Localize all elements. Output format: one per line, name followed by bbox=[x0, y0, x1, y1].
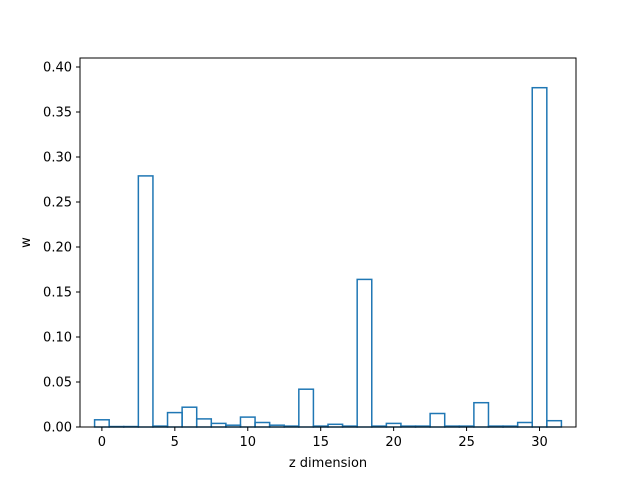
x-axis-label: z dimension bbox=[289, 456, 367, 471]
plot-frame bbox=[79, 57, 577, 428]
x-tick-label: 25 bbox=[458, 435, 475, 450]
x-tick-label: 5 bbox=[171, 435, 179, 450]
x-axis-ticks: 0 5 10 15 20 25 30 bbox=[98, 427, 548, 450]
y-tick-label: 0.40 bbox=[43, 61, 72, 76]
y-tick-label: 0.20 bbox=[43, 241, 72, 256]
y-tick-label: 0.15 bbox=[43, 286, 72, 301]
y-tick-label: 0.30 bbox=[43, 151, 72, 166]
y-axis-label: w bbox=[19, 237, 34, 248]
x-tick-label: 0 bbox=[98, 435, 106, 450]
y-axis-ticks: 0.00 0.05 0.10 0.15 0.20 0.25 0.30 0.35 0.40 bbox=[43, 61, 80, 436]
y-tick-label: 0.05 bbox=[43, 376, 72, 391]
y-tick-label: 0.00 bbox=[43, 421, 72, 436]
y-tick-label: 0.10 bbox=[43, 331, 72, 346]
y-tick-label: 0.25 bbox=[43, 196, 72, 211]
x-tick-label: 15 bbox=[312, 435, 329, 450]
y-tick-label: 0.35 bbox=[43, 106, 72, 121]
x-tick-label: 30 bbox=[531, 435, 548, 450]
x-tick-label: 10 bbox=[239, 435, 256, 450]
x-tick-label: 20 bbox=[385, 435, 402, 450]
